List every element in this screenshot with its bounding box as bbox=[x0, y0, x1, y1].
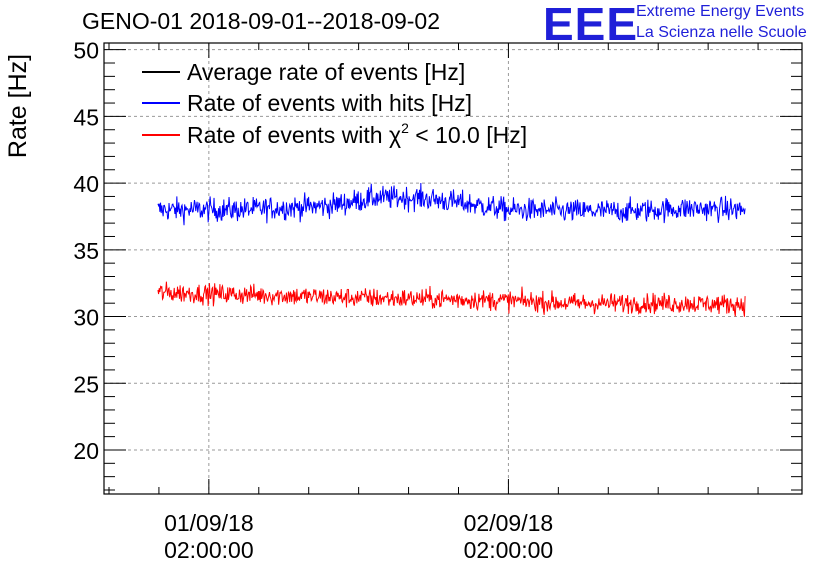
grid-layer bbox=[104, 43, 802, 494]
legend-label-sup: 2 bbox=[401, 120, 409, 136]
legend-label-average: Average rate of events [Hz] bbox=[187, 59, 465, 85]
tick-layer bbox=[104, 43, 802, 494]
y-axis-title: Rate [Hz] bbox=[4, 54, 32, 158]
y-tick-label: 50 bbox=[73, 38, 99, 64]
legend: Average rate of events [Hz] Rate of event… bbox=[142, 59, 527, 148]
legend-label-suffix: < 10.0 [Hz] bbox=[409, 122, 527, 148]
x-tick-label-date: 02/09/18 bbox=[464, 510, 554, 536]
series-layer bbox=[157, 182, 746, 317]
y-tick-label: 20 bbox=[73, 438, 99, 464]
legend-label-chi2: Rate of events with χ2 < 10.0 [Hz] bbox=[187, 120, 527, 148]
series-line-chi2 bbox=[157, 281, 746, 317]
eee-logo: EEE bbox=[543, 0, 639, 50]
x-tick-label-date: 01/09/18 bbox=[164, 510, 254, 536]
y-tick-label: 30 bbox=[73, 305, 99, 331]
logo-caption-line2: La Scienza nelle Scuole bbox=[636, 24, 807, 41]
chart-title: GENO-01 2018-09-01--2018-09-02 bbox=[82, 8, 440, 34]
legend-label-hits: Rate of events with hits [Hz] bbox=[187, 90, 472, 116]
x-tick-label-time: 02:00:00 bbox=[164, 537, 254, 563]
plot-frame bbox=[103, 42, 803, 495]
y-tick-label: 45 bbox=[73, 104, 99, 130]
x-tick-label-time: 02:00:00 bbox=[464, 537, 554, 563]
legend-label-prefix: Rate of events with bbox=[187, 122, 389, 148]
y-tick-label: 25 bbox=[73, 371, 99, 397]
series-line-hits bbox=[157, 182, 746, 226]
y-tick-label: 35 bbox=[73, 238, 99, 264]
legend-label-symbol: χ bbox=[389, 122, 401, 148]
logo-caption-line1: Extreme Energy Events bbox=[636, 3, 805, 20]
y-tick-label: 40 bbox=[73, 171, 99, 197]
label-layer: 2025303540455001/09/1802:00:0002/09/1802… bbox=[73, 38, 553, 563]
